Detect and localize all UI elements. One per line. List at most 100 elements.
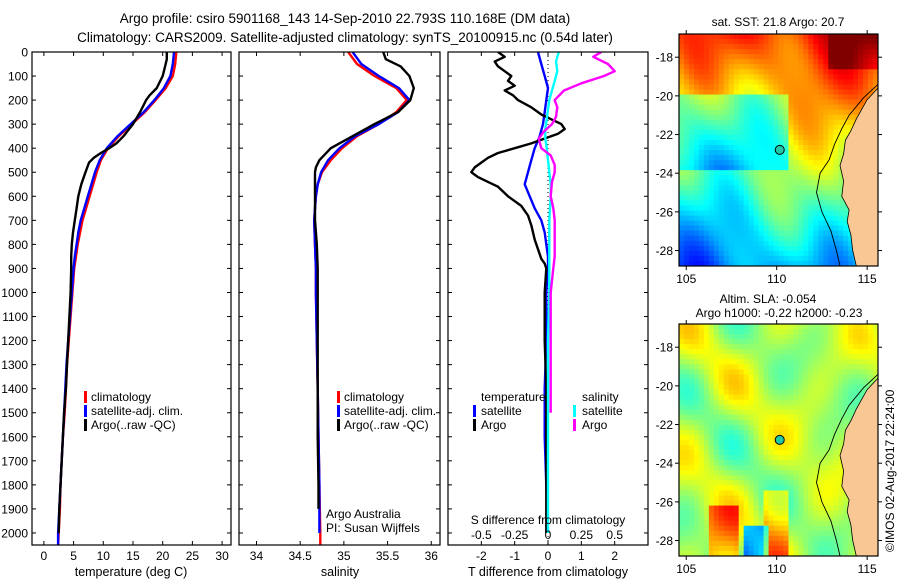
map-cell xyxy=(768,195,775,202)
map-cell xyxy=(783,155,790,161)
map-cell xyxy=(773,329,780,335)
map-cell xyxy=(693,79,700,86)
map-cell xyxy=(788,39,795,45)
map-cell xyxy=(728,260,735,266)
map-cell xyxy=(773,394,780,401)
map-cell xyxy=(778,255,785,262)
map-cell xyxy=(793,374,799,381)
map-cell xyxy=(783,344,790,350)
map-cell xyxy=(843,389,849,396)
map-cell xyxy=(763,200,770,207)
map-cell xyxy=(758,165,765,171)
depth-tick-label: 1400 xyxy=(1,382,28,396)
map-cell xyxy=(788,205,795,212)
map-cell xyxy=(708,235,715,242)
map-cell xyxy=(838,414,844,421)
map-cell xyxy=(723,450,730,456)
map-cell xyxy=(743,409,750,416)
map-cell xyxy=(863,329,869,335)
series-line-argo-raw-qc- xyxy=(313,52,415,509)
map-cell xyxy=(718,414,725,421)
map-cell xyxy=(738,465,745,471)
map-cell xyxy=(758,79,765,86)
map-cell xyxy=(798,250,804,257)
map-cell xyxy=(693,450,700,456)
map-cell xyxy=(763,329,770,335)
map-cell xyxy=(768,134,775,141)
map-cell xyxy=(708,389,715,396)
map-cell xyxy=(838,190,844,196)
map-cell xyxy=(788,465,795,471)
map-cell xyxy=(748,510,755,517)
map-cell xyxy=(728,460,735,466)
map-cell xyxy=(803,329,809,335)
map-cell xyxy=(753,150,760,156)
depth-tick-label: 500 xyxy=(8,166,28,180)
map-cell xyxy=(733,104,740,111)
map-cell xyxy=(838,540,844,547)
map-cell xyxy=(813,364,819,370)
map-cell xyxy=(733,465,740,471)
map-cell xyxy=(798,344,804,350)
map-cell xyxy=(788,379,795,386)
map-cell xyxy=(813,139,819,146)
map-cell xyxy=(823,84,829,91)
map-cell xyxy=(853,49,859,55)
map-cell xyxy=(833,119,839,126)
map-cell xyxy=(688,505,695,512)
map-cell xyxy=(838,329,844,335)
map-cell xyxy=(808,369,814,376)
map-cell xyxy=(708,394,715,401)
map-cell xyxy=(679,475,685,481)
map-cell xyxy=(698,225,705,232)
map-cell xyxy=(758,349,765,355)
map-cell xyxy=(733,525,740,532)
map-cell xyxy=(693,160,700,166)
map-cell xyxy=(703,470,710,476)
map-cell xyxy=(703,185,710,191)
map-cell xyxy=(718,230,725,237)
map-cell xyxy=(693,134,700,141)
map-cell xyxy=(743,89,750,96)
map-cell xyxy=(708,354,715,360)
map-cell xyxy=(873,349,878,355)
map-cell xyxy=(748,235,755,242)
map-cell xyxy=(743,550,750,556)
map-cell xyxy=(693,185,700,191)
map-cell xyxy=(863,334,869,340)
map-cell xyxy=(683,129,690,136)
map-cell xyxy=(823,54,829,60)
x-tick-label: 5 xyxy=(70,549,77,563)
map-cell xyxy=(838,215,844,222)
map-cell xyxy=(723,129,730,136)
map-cell xyxy=(828,460,834,466)
map-cell xyxy=(858,79,864,86)
map-cell xyxy=(698,205,705,212)
map-cell xyxy=(758,250,765,257)
map-cell xyxy=(703,54,710,60)
map-cell xyxy=(698,424,705,431)
map-cell xyxy=(713,160,720,166)
map-cell xyxy=(743,59,750,65)
map-cell xyxy=(783,409,790,416)
map-cell xyxy=(853,74,859,80)
map-cell xyxy=(683,485,690,492)
map-cell xyxy=(698,190,705,196)
map-cell xyxy=(733,69,740,75)
map-cell xyxy=(718,119,725,126)
map-cell xyxy=(843,364,849,370)
map-cell xyxy=(793,495,799,502)
map-cell xyxy=(853,324,859,330)
map-cell xyxy=(798,114,804,121)
map-cell xyxy=(818,324,824,330)
map-cell xyxy=(763,455,770,461)
map-cell xyxy=(768,104,775,111)
map-cell xyxy=(728,235,735,242)
sla-map-panel: Altim. SLA: -0.054 Argo h1000: -0.22 h20… xyxy=(656,292,882,576)
map-cell xyxy=(813,165,819,171)
map-cell xyxy=(733,155,740,161)
depth-tick-label: 1300 xyxy=(1,358,28,372)
map-cell xyxy=(758,89,765,96)
map-cell xyxy=(783,500,790,507)
map-cell xyxy=(828,79,834,86)
